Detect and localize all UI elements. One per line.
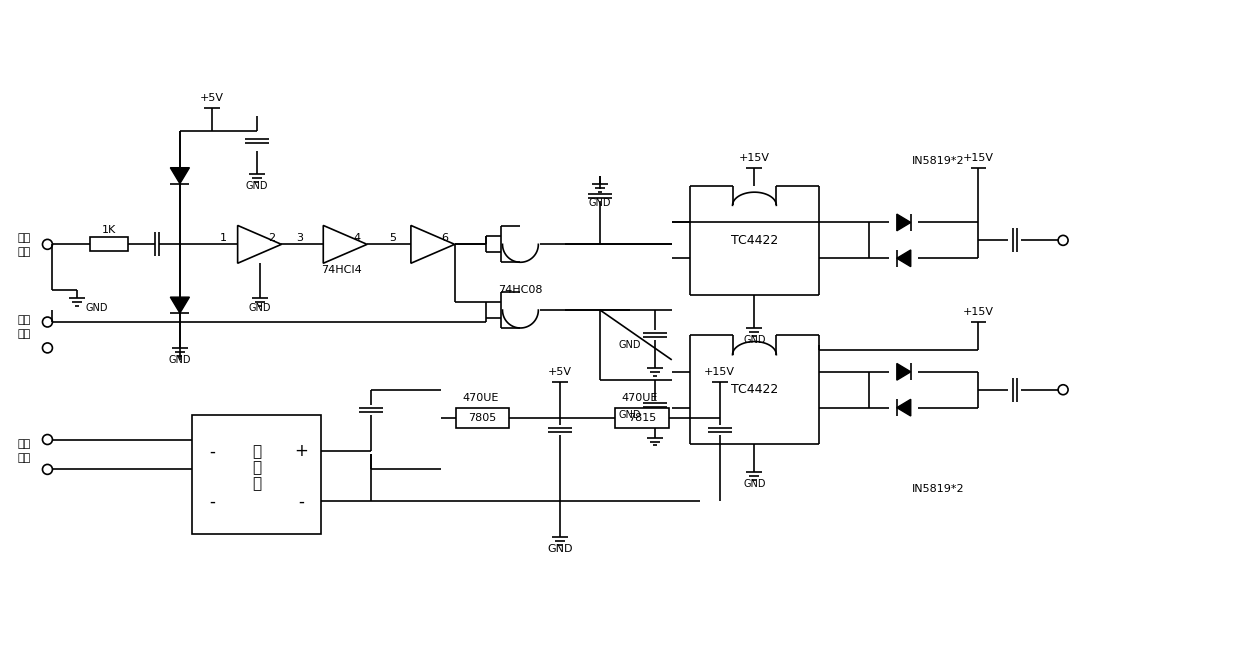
Text: 7805: 7805 bbox=[469, 413, 497, 422]
Text: 7815: 7815 bbox=[627, 413, 656, 422]
Text: 3: 3 bbox=[296, 233, 303, 243]
Text: 电源: 电源 bbox=[17, 439, 31, 449]
Text: 反馈: 反馈 bbox=[17, 233, 31, 243]
Text: GND: GND bbox=[743, 479, 765, 489]
Text: 74HCI4: 74HCI4 bbox=[321, 265, 362, 275]
Text: 470UE: 470UE bbox=[463, 393, 498, 403]
Text: +: + bbox=[294, 443, 309, 460]
Text: 整: 整 bbox=[252, 444, 262, 459]
Text: 74HC08: 74HC08 bbox=[498, 285, 543, 295]
Text: +15V: +15V bbox=[963, 153, 994, 163]
Text: 流: 流 bbox=[252, 460, 262, 475]
Text: -: - bbox=[208, 443, 215, 460]
Text: GND: GND bbox=[169, 355, 191, 365]
Text: 5: 5 bbox=[389, 233, 397, 243]
Polygon shape bbox=[897, 363, 910, 380]
Text: 4: 4 bbox=[353, 233, 361, 243]
Text: 输入: 输入 bbox=[17, 453, 31, 464]
Bar bbox=[456, 408, 510, 428]
Text: IN5819*2: IN5819*2 bbox=[913, 484, 965, 494]
Text: 桥: 桥 bbox=[252, 476, 262, 491]
Text: 1: 1 bbox=[221, 233, 227, 243]
Text: TC4422: TC4422 bbox=[730, 383, 777, 396]
Bar bbox=[192, 415, 321, 534]
Text: GND: GND bbox=[86, 303, 108, 313]
Text: IN5819*2: IN5819*2 bbox=[913, 156, 965, 166]
Text: 输入: 输入 bbox=[17, 247, 31, 258]
Polygon shape bbox=[897, 399, 910, 416]
Bar bbox=[615, 408, 668, 428]
Bar bbox=[91, 237, 128, 251]
Text: GND: GND bbox=[619, 409, 641, 420]
Text: +5V: +5V bbox=[548, 367, 572, 377]
Polygon shape bbox=[170, 297, 190, 313]
Text: GND: GND bbox=[619, 340, 641, 350]
Polygon shape bbox=[170, 168, 190, 184]
Text: 2: 2 bbox=[268, 233, 275, 243]
Text: +15V: +15V bbox=[739, 153, 770, 163]
Text: GND: GND bbox=[246, 181, 268, 190]
Text: 灭弧: 灭弧 bbox=[17, 315, 31, 325]
Text: 470UE: 470UE bbox=[621, 393, 658, 403]
Text: 1K: 1K bbox=[102, 226, 117, 235]
Text: GND: GND bbox=[248, 303, 270, 313]
Text: 输入: 输入 bbox=[17, 329, 31, 339]
Text: +5V: +5V bbox=[200, 93, 223, 103]
Text: -: - bbox=[299, 492, 304, 511]
Text: 6: 6 bbox=[441, 233, 448, 243]
Polygon shape bbox=[897, 214, 910, 231]
Text: GND: GND bbox=[548, 544, 573, 554]
Text: GND: GND bbox=[589, 198, 611, 207]
Text: TC4422: TC4422 bbox=[730, 234, 777, 247]
Text: +15V: +15V bbox=[963, 307, 994, 317]
Text: +15V: +15V bbox=[704, 367, 735, 377]
Text: GND: GND bbox=[743, 335, 765, 345]
Polygon shape bbox=[897, 250, 910, 267]
Text: -: - bbox=[208, 492, 215, 511]
